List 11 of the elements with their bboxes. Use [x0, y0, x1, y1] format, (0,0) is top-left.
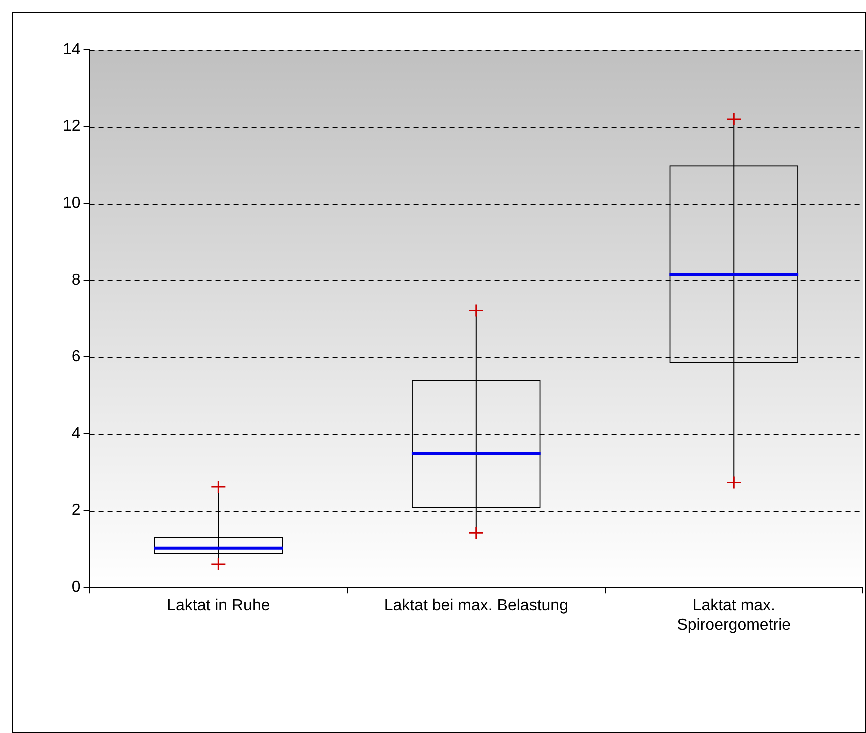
y-tick-label: 10: [63, 195, 81, 212]
y-tick-label: 0: [72, 579, 81, 596]
y-tick-label: 12: [63, 118, 81, 136]
x-tick-label: Laktat max. Spiroergometrie: [677, 598, 792, 634]
y-tick-label: 14: [63, 41, 81, 58]
y-tick-label: 6: [72, 348, 81, 366]
y-tick-label: 4: [72, 425, 81, 442]
y-tick-label: 8: [72, 272, 81, 289]
y-tick-label: 2: [72, 502, 81, 520]
x-tick-label: Laktat in Ruhe: [167, 598, 270, 615]
x-tick-label: Laktat bei max. Belastung: [384, 598, 568, 615]
